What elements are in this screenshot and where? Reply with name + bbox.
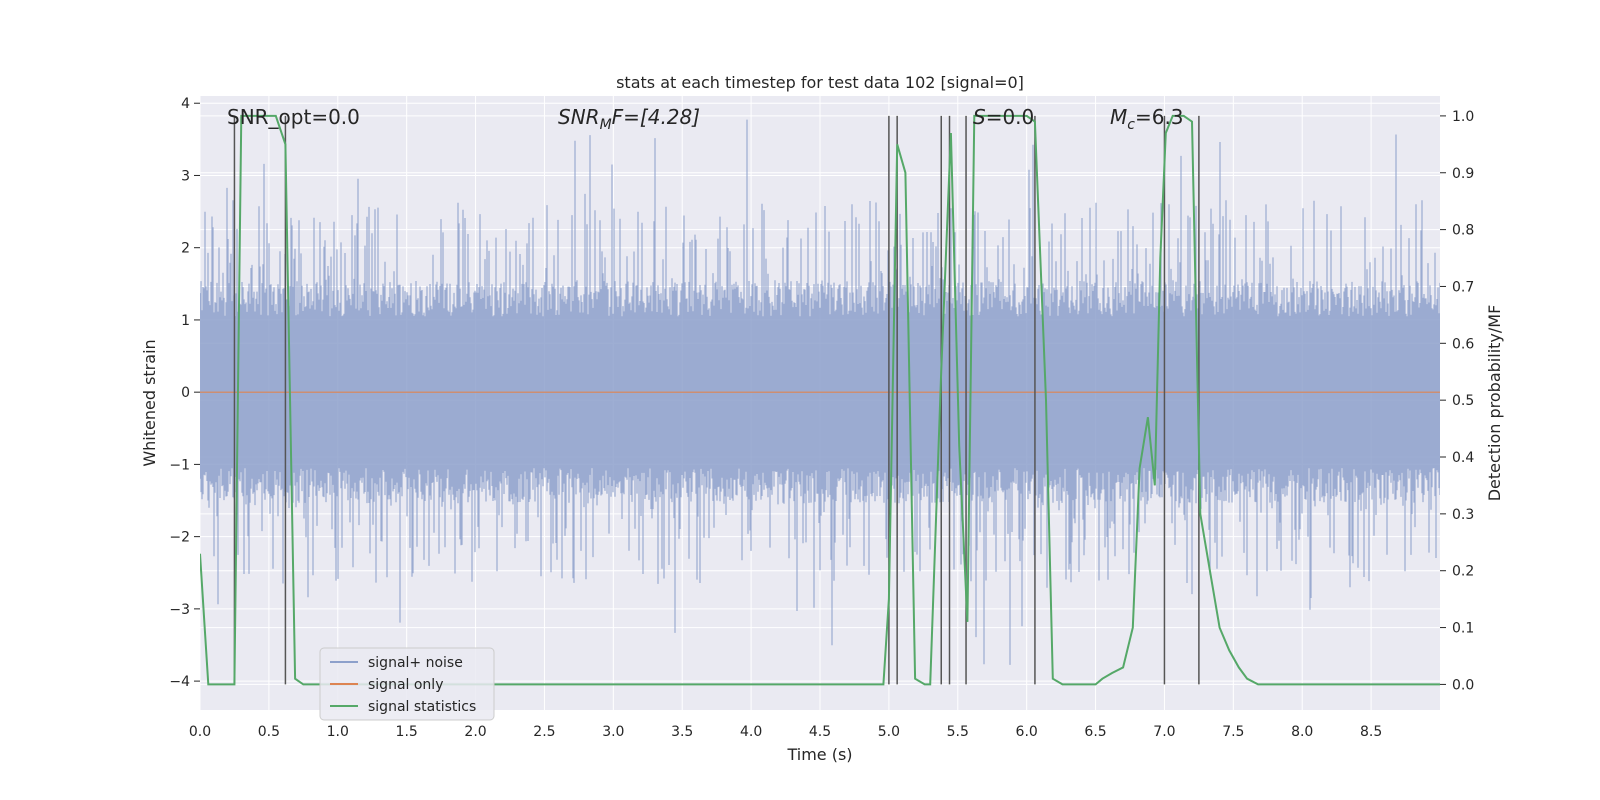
y-right-tick-label: 0.8: [1452, 223, 1474, 239]
legend-label-statistics: signal statistics: [368, 699, 476, 715]
snr-mf-rest-f: F=[4.28]: [612, 105, 700, 129]
y-axis-left-ticks: −4 −3 −2 −1 0 1 2 3 4: [169, 96, 200, 690]
x-tick-label: 2.5: [533, 724, 555, 740]
y-right-tick-label: 0.0: [1452, 677, 1474, 693]
legend-box: [319, 647, 495, 721]
x-tick-label: 3.5: [671, 724, 693, 740]
x-tick-label: 5.0: [878, 724, 900, 740]
x-tick-label: 8.5: [1360, 724, 1382, 740]
y-left-tick-label: 4: [181, 96, 190, 112]
y-axis-right-ticks: 0.0 0.1 0.2 0.3 0.4 0.5 0.6 0.7 0.8 0.9 1.0: [1440, 109, 1474, 693]
mc-value: =6.3: [1135, 105, 1184, 129]
x-tick-label: 7.5: [1222, 724, 1244, 740]
x-tick-label: 4.5: [809, 724, 831, 740]
legend-label-noise: signal+ noise: [368, 655, 463, 671]
x-tick-label: 3.0: [602, 724, 624, 740]
y-right-tick-label: 0.1: [1452, 621, 1474, 637]
mc-subscript: c: [1127, 117, 1135, 133]
x-tick-label: 0.5: [258, 724, 280, 740]
y-right-tick-label: 0.5: [1452, 393, 1474, 409]
y-left-tick-label: 1: [181, 313, 190, 329]
s-symbol: S: [973, 105, 986, 129]
legend: signal+ noise signal only signal statist…: [319, 647, 495, 721]
y-right-tick-label: 0.6: [1452, 336, 1474, 352]
y-left-tick-label: 0: [181, 385, 190, 401]
y-axis-right-label: Detection probability/MF: [1485, 305, 1504, 502]
y-right-tick-label: 0.7: [1452, 279, 1474, 295]
x-tick-label: 2.0: [464, 724, 486, 740]
s-value: =0.0: [986, 105, 1035, 129]
x-tick-label: 5.5: [947, 724, 969, 740]
x-tick-label: 6.5: [1084, 724, 1106, 740]
x-axis-label: Time (s): [786, 745, 852, 764]
x-tick-label: 4.0: [740, 724, 762, 740]
x-axis-ticks: 0.0 0.5 1.0 1.5 2.0 2.5 3.0 3.5 4.0 4.5 5.0 5.5 6.0 6…: [189, 724, 1382, 740]
y-right-tick-label: 0.4: [1452, 450, 1474, 466]
x-tick-label: 0.0: [189, 724, 211, 740]
y-left-tick-label: −3: [169, 602, 190, 618]
x-tick-label: 1.0: [327, 724, 349, 740]
chart-title: stats at each timestep for test data 102…: [616, 73, 1024, 92]
legend-label-signal-only: signal only: [368, 677, 443, 693]
y-right-tick-label: 1.0: [1452, 109, 1474, 125]
x-tick-label: 7.0: [1153, 724, 1175, 740]
y-left-tick-label: −4: [169, 674, 190, 690]
y-left-tick-label: 2: [181, 241, 190, 257]
annotation-s: S=0.0: [973, 105, 1034, 129]
y-left-tick-label: 3: [181, 168, 190, 184]
y-axis-left-label: Whitened strain: [140, 339, 159, 466]
y-left-tick-label: −2: [169, 530, 190, 546]
snr-mf-symbol: SNR: [558, 105, 600, 129]
y-right-tick-label: 0.3: [1452, 507, 1474, 523]
snr-mf-subscript: M: [600, 117, 612, 133]
x-tick-label: 8.0: [1291, 724, 1313, 740]
y-right-tick-label: 0.9: [1452, 166, 1474, 182]
x-tick-label: 1.5: [396, 724, 418, 740]
annotation-mc: Mc=6.3: [1110, 105, 1184, 133]
x-tick-label: 6.0: [1016, 724, 1038, 740]
y-right-tick-label: 0.2: [1452, 564, 1474, 580]
annotation-snr-opt: SNR_opt=0.0: [227, 105, 360, 129]
y-left-tick-label: −1: [169, 457, 190, 473]
annotation-snr-mf: SNRMF=[4.28]: [558, 105, 700, 133]
mc-symbol: M: [1110, 105, 1127, 129]
